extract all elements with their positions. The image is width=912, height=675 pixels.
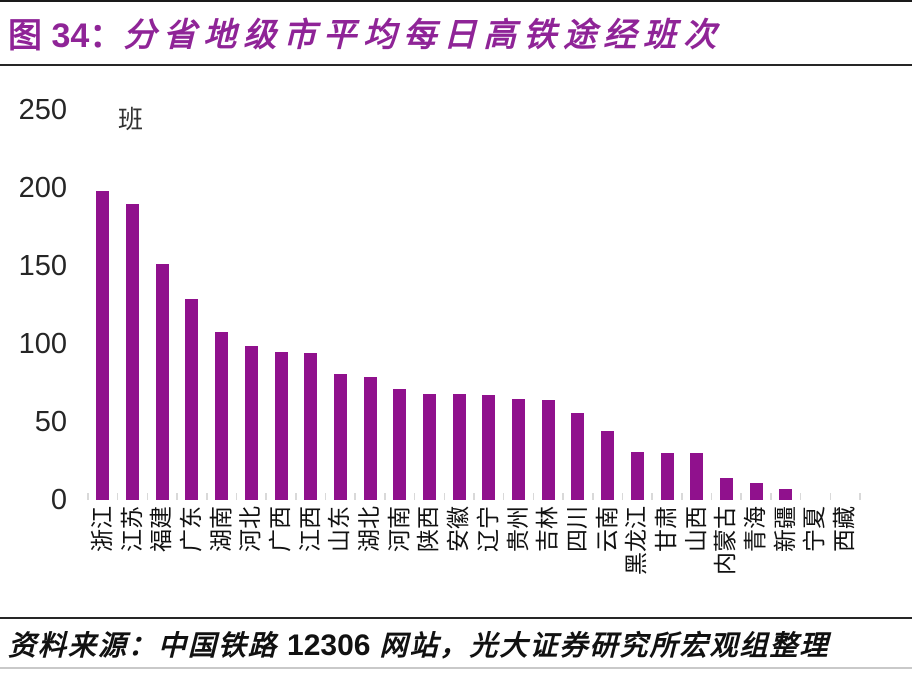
source-number: 12306: [287, 629, 371, 662]
axis-tick: [532, 493, 535, 500]
bar: [690, 453, 704, 500]
source-note: 资料来源：中国铁路 12306 网站，光大证券研究所宏观组整理: [8, 624, 904, 664]
axis-tick: [681, 493, 683, 500]
axis-tick: [473, 493, 475, 500]
x-axis-label: 云南: [594, 506, 620, 552]
x-axis-label: 湖北: [357, 506, 383, 552]
title-divider: [0, 64, 912, 66]
figure-number: 图 34：: [8, 17, 124, 55]
bar: [660, 453, 674, 500]
x-axis-label: 山东: [327, 506, 353, 552]
source-text-prefix: 资料来源：中国铁路: [8, 631, 288, 662]
axis-tick: [116, 493, 119, 500]
axis-tick: [710, 493, 713, 500]
axis-tick: [621, 493, 624, 500]
bar: [244, 345, 258, 500]
bar: [482, 395, 496, 500]
x-axis-label: 湖南: [208, 506, 234, 552]
x-axis-label: 甘肃: [654, 506, 679, 552]
axis-tick: [502, 493, 505, 500]
bar: [304, 353, 318, 500]
x-axis-label: 西藏: [832, 506, 858, 552]
x-axis-label: 青海: [743, 506, 769, 552]
axis-tick: [384, 493, 386, 500]
footer-divider: [0, 617, 912, 619]
axis-tick: [265, 493, 267, 500]
axis-tick: [651, 493, 653, 500]
bar: [601, 431, 615, 500]
x-axis-line: [0, 66, 772, 68]
figure-title: 分省地级市平均每日高铁途经班次: [123, 18, 724, 54]
x-axis-label: 河北: [238, 506, 264, 552]
figure-header: 图 34：分省地级市平均每日高铁途经班次: [8, 8, 904, 60]
bar: [215, 331, 229, 500]
x-axis-label: 广西: [268, 506, 293, 552]
bar: [749, 482, 763, 500]
axis-tick: [443, 493, 446, 500]
x-axis-label: 江苏: [119, 506, 145, 552]
bar: [363, 376, 377, 500]
x-axis-label: 新疆: [772, 506, 798, 552]
x-axis-label: 江西: [297, 506, 323, 552]
y-axis-label: 150: [18, 250, 67, 282]
axis-tick: [354, 493, 356, 500]
axis-tick: [413, 493, 416, 500]
bar: [185, 298, 199, 500]
y-axis-label: 100: [18, 328, 67, 360]
axis-tick: [799, 493, 802, 500]
axis-tick: [206, 493, 208, 500]
source-text-suffix: 网站，光大证券研究所宏观组整理: [370, 631, 830, 662]
x-axis-label: 贵州: [505, 506, 531, 552]
bar: [630, 451, 644, 500]
y-axis-label: 250: [18, 94, 67, 126]
bar: [422, 393, 436, 500]
axis-tick: [324, 493, 327, 500]
bar: [571, 412, 585, 500]
y-axis-label: 0: [50, 484, 67, 516]
x-axis-label: 山西: [683, 506, 709, 552]
bar: [452, 393, 466, 500]
x-axis-label: 福建: [149, 506, 175, 552]
y-axis-label: 200: [18, 172, 67, 204]
bar: [155, 264, 169, 500]
x-axis-label: 浙江: [89, 506, 115, 552]
bottom-border: [0, 667, 912, 669]
axis-tick: [87, 493, 89, 500]
axis-tick: [592, 493, 594, 500]
x-axis-label: 内蒙古: [713, 506, 739, 575]
top-border: [0, 0, 912, 2]
axis-tick: [295, 493, 297, 500]
x-axis-label: 安徽: [446, 506, 472, 552]
bar: [126, 203, 140, 500]
axis-tick: [235, 493, 238, 500]
y-axis-unit-label: 班: [118, 106, 144, 134]
axis-tick: [176, 493, 178, 500]
x-axis-label: 宁夏: [802, 506, 828, 552]
bar: [512, 398, 526, 500]
axis-tick: [859, 493, 861, 500]
bar: [779, 489, 793, 500]
x-axis-label: 辽宁: [475, 506, 501, 552]
y-axis-label: 50: [34, 406, 67, 438]
axis-tick: [829, 493, 832, 500]
x-axis-label: 河南: [386, 506, 412, 552]
x-axis-label: 吉林: [535, 506, 561, 552]
axis-tick: [146, 493, 149, 500]
bar: [274, 351, 288, 500]
bar: [541, 400, 555, 500]
bar: [333, 373, 347, 500]
bar: [393, 389, 407, 500]
axis-tick: [740, 493, 742, 500]
bar: [719, 478, 733, 500]
bar-chart: 班 0 50 100 150 200 250 浙江 江苏 福建 广东 湖南 河北 广西 江西 山东 湖北 河南陕…: [0, 66, 912, 616]
axis-tick: [562, 493, 564, 500]
x-axis-label: 广东: [178, 506, 204, 552]
x-axis-label: 陕西: [416, 506, 442, 552]
x-axis-label: 四川: [564, 506, 590, 552]
x-axis-label: 黑龙江: [624, 506, 650, 575]
axis-tick: [770, 493, 772, 500]
bar: [96, 191, 110, 500]
